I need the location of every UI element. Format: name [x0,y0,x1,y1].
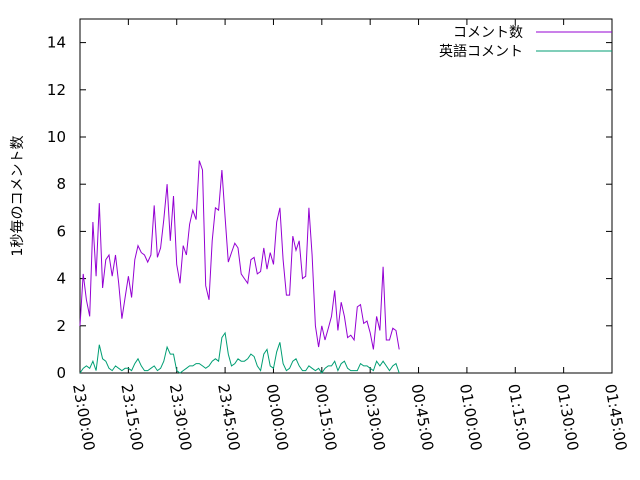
y-axis-title: 1秒毎のコメント数 [10,136,26,257]
x-tick-label: 23:15:00 [117,383,146,452]
x-tick-label: 00:30:00 [359,383,388,452]
y-tick-label: 4 [56,270,66,288]
x-tick-label: 00:45:00 [408,383,437,452]
x-tick-label: 01:30:00 [553,383,582,452]
x-tick-label: 01:00:00 [456,383,485,452]
plot-border [79,18,613,374]
x-tick-label: 23:00:00 [69,383,98,452]
y-tick-label: 12 [47,81,66,99]
series-layer [79,160,400,374]
x-tick-label: 01:45:00 [601,383,630,452]
x-tick-label: 23:45:00 [214,383,243,452]
y-tick-label: 8 [56,175,66,193]
x-tick-label: 00:00:00 [263,383,292,452]
legend-label: コメント数 [453,25,523,41]
x-axis: 23:00:00 23:15:00 23:30:00 23:45:00 00:00:00… [69,19,630,452]
y-tick-label: 6 [56,222,66,240]
y-tick-label: 10 [47,128,66,146]
series-line-2 [79,331,400,374]
x-tick-label: 01:15:00 [504,383,533,452]
y-tick-label: 2 [56,317,66,335]
y-tick-label: 0 [56,364,66,382]
y-tick-label: 14 [47,34,66,52]
series-line-1 [79,160,400,350]
x-tick-label: 23:30:00 [166,383,195,452]
legend-label: 英語コメント [439,43,523,60]
y-axis: 0 2 4 6 8 10 12 14 [47,34,612,382]
x-tick-label: 00:15:00 [311,383,340,452]
plot-frame [79,18,613,374]
